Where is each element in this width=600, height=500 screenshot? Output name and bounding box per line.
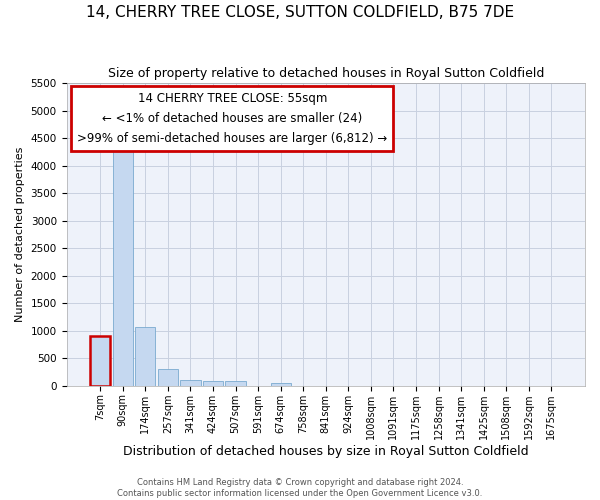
Bar <box>203 382 223 386</box>
Text: Contains HM Land Registry data © Crown copyright and database right 2024.
Contai: Contains HM Land Registry data © Crown c… <box>118 478 482 498</box>
Text: 14 CHERRY TREE CLOSE: 55sqm
← <1% of detached houses are smaller (24)
>99% of se: 14 CHERRY TREE CLOSE: 55sqm ← <1% of det… <box>77 92 388 145</box>
Bar <box>181 380 200 386</box>
Bar <box>226 382 246 386</box>
Text: 14, CHERRY TREE CLOSE, SUTTON COLDFIELD, B75 7DE: 14, CHERRY TREE CLOSE, SUTTON COLDFIELD,… <box>86 5 514 20</box>
Y-axis label: Number of detached properties: Number of detached properties <box>15 146 25 322</box>
Bar <box>271 383 291 386</box>
Bar <box>135 326 155 386</box>
Title: Size of property relative to detached houses in Royal Sutton Coldfield: Size of property relative to detached ho… <box>107 68 544 80</box>
Bar <box>113 136 133 386</box>
X-axis label: Distribution of detached houses by size in Royal Sutton Coldfield: Distribution of detached houses by size … <box>123 444 529 458</box>
Bar <box>158 370 178 386</box>
Bar <box>90 336 110 386</box>
